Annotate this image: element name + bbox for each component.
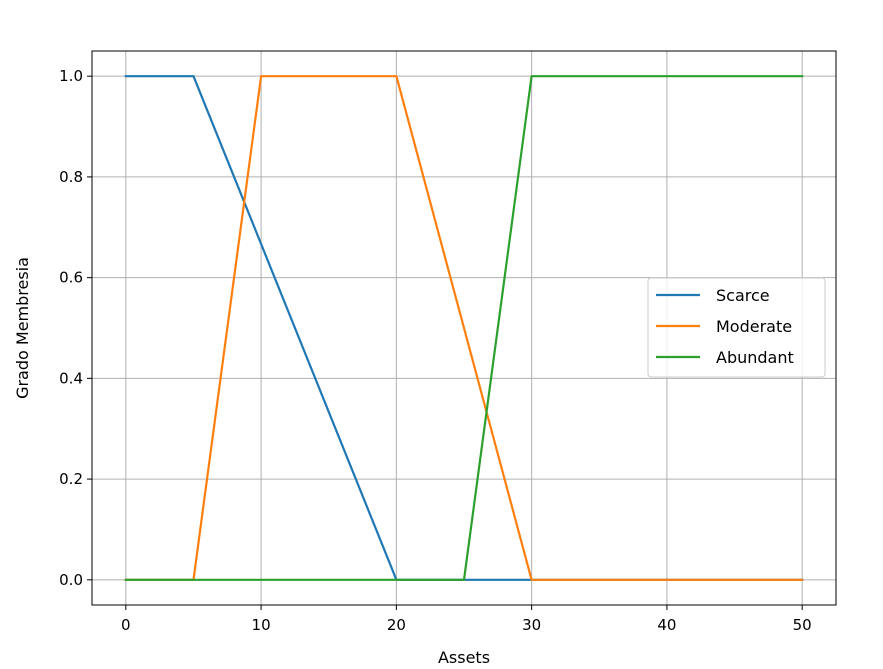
y-tick-label: 0.2 (59, 470, 83, 488)
legend-entry-scarce: Scarce (716, 286, 770, 305)
x-tick-label: 0 (121, 616, 131, 634)
legend-box (647, 277, 826, 378)
series-line-abundant (124, 75, 804, 581)
x-axis-label: Assets (438, 648, 490, 667)
x-tick-label: 30 (522, 616, 541, 634)
x-axis-ticks: 0 10 20 30 40 50 (121, 605, 812, 634)
y-tick-label: 0.4 (59, 369, 83, 387)
legend: Scarce Moderate Abundant (647, 277, 826, 378)
y-tick-label: 0.6 (59, 269, 83, 287)
y-tick-label: 0.0 (59, 571, 83, 589)
x-tick-label: 20 (387, 616, 406, 634)
legend-entry-abundant: Abundant (716, 348, 794, 367)
y-axis-ticks: 0.0 0.2 0.4 0.6 0.8 1.0 (59, 67, 92, 589)
plot-area-frame (91, 50, 837, 606)
legend-entry-moderate: Moderate (716, 317, 792, 336)
x-tick-label: 40 (657, 616, 676, 634)
series-lines (124, 75, 804, 581)
x-tick-label: 10 (252, 616, 271, 634)
y-tick-label: 1.0 (59, 67, 83, 85)
y-tick-label: 0.8 (59, 168, 83, 186)
y-axis-label: Grado Membresia (13, 257, 32, 399)
x-tick-label: 50 (793, 616, 812, 634)
